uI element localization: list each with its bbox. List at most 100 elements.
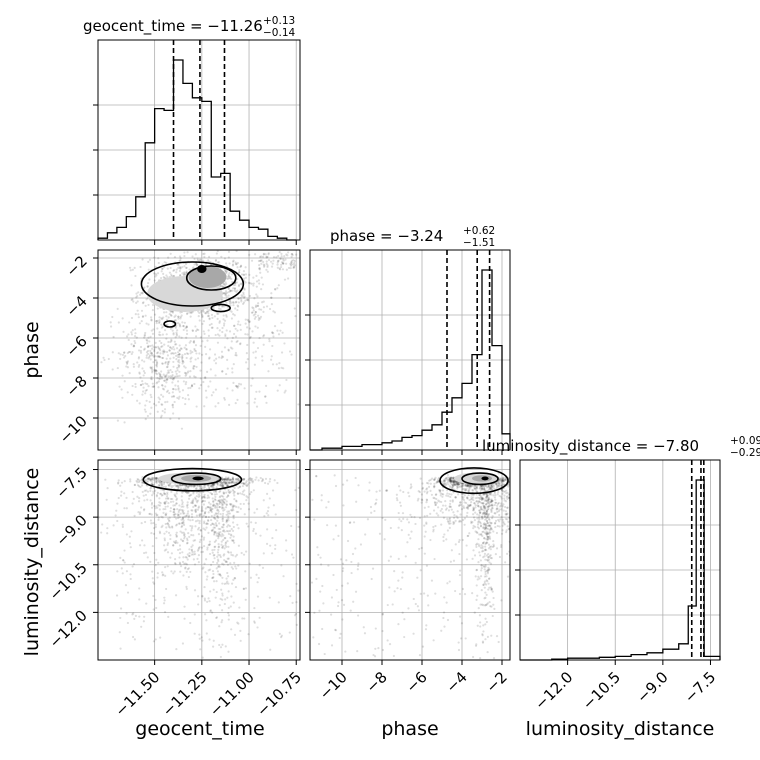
sample-point <box>148 400 151 403</box>
sample-point <box>196 264 199 267</box>
sample-point <box>122 330 125 333</box>
sample-point <box>221 499 224 502</box>
sample-point <box>226 387 229 390</box>
sample-point <box>235 385 238 388</box>
sample-point <box>144 478 148 481</box>
sample-point <box>125 496 128 499</box>
sample-point <box>154 369 157 372</box>
sample-point <box>256 304 259 307</box>
sample-point <box>144 417 147 421</box>
sample-point <box>182 328 185 332</box>
sample-point <box>163 408 167 411</box>
sample-point <box>453 513 456 517</box>
sample-point <box>142 369 146 373</box>
density-peak <box>192 476 204 481</box>
panel-frame <box>97 39 301 241</box>
sample-point <box>231 478 234 481</box>
sample-point <box>166 491 169 494</box>
sample-point <box>154 489 157 492</box>
sample-point <box>223 346 227 349</box>
sample-point <box>232 578 235 581</box>
sample-point <box>459 501 462 504</box>
sample-point <box>172 540 176 543</box>
sample-point <box>256 314 260 317</box>
sample-point <box>119 556 122 559</box>
sample-point <box>234 353 237 357</box>
sample-point <box>151 570 154 573</box>
sample-point <box>154 476 157 480</box>
sample-point <box>179 484 182 487</box>
sample-point <box>152 361 155 364</box>
sample-point <box>236 621 239 624</box>
sample-point <box>212 500 215 503</box>
sample-point <box>137 485 141 488</box>
sample-point <box>272 504 275 507</box>
sample-point <box>491 485 494 488</box>
sample-point <box>466 511 469 514</box>
sample-point <box>240 283 243 286</box>
sample-point <box>118 631 121 634</box>
sample-point <box>276 261 279 264</box>
sample-point <box>203 405 206 408</box>
sample-point <box>466 507 470 510</box>
sample-point <box>477 520 480 523</box>
sample-point <box>229 346 233 349</box>
sample-point <box>164 401 167 404</box>
sample-point <box>181 483 184 487</box>
sample-point <box>185 266 188 270</box>
sample-point <box>154 507 157 510</box>
sample-point <box>206 506 210 509</box>
sample-point <box>131 502 134 505</box>
sample-point <box>493 496 497 499</box>
sample-point <box>163 501 167 504</box>
sample-point <box>219 527 222 531</box>
sample-point <box>235 354 238 357</box>
sample-point <box>462 518 465 522</box>
sample-point <box>179 267 182 270</box>
sample-point <box>437 514 440 517</box>
sample-point <box>249 477 252 480</box>
sample-point <box>215 616 218 620</box>
sample-point <box>114 514 117 517</box>
sample-point <box>158 497 161 500</box>
sample-point <box>150 513 153 516</box>
sample-point <box>243 288 246 291</box>
sample-point <box>444 477 448 480</box>
sample-point <box>480 487 484 490</box>
sample-point <box>266 265 269 268</box>
sample-point <box>210 492 213 496</box>
sample-point <box>273 479 276 482</box>
sample-point <box>200 488 203 491</box>
sample-point <box>206 522 209 525</box>
sample-point <box>492 484 495 488</box>
sample-point <box>178 259 181 262</box>
sample-point <box>172 388 175 391</box>
sample-point <box>204 510 207 513</box>
sample-point <box>285 262 288 265</box>
sample-point <box>145 298 148 301</box>
sample-point <box>141 539 144 542</box>
sample-point <box>253 297 256 300</box>
sample-point <box>180 525 183 529</box>
sample-point <box>219 495 222 498</box>
contour-island-small <box>163 320 177 328</box>
sample-point <box>198 514 201 517</box>
sample-point <box>238 606 241 609</box>
sample-point <box>136 495 139 498</box>
sample-point <box>181 362 184 365</box>
sample-point <box>445 477 448 480</box>
sample-point <box>164 566 167 569</box>
sample-point <box>155 372 159 376</box>
sample-point <box>286 254 289 257</box>
sample-point <box>289 296 292 299</box>
sample-point <box>202 320 206 323</box>
sample-point <box>232 535 235 538</box>
sample-point <box>447 509 451 512</box>
sample-point <box>189 360 192 363</box>
sample-point <box>497 518 500 521</box>
sample-point <box>233 633 237 636</box>
sample-point <box>443 481 446 485</box>
sample-point <box>520 503 522 505</box>
sample-point <box>150 368 153 371</box>
sample-point <box>158 532 162 535</box>
